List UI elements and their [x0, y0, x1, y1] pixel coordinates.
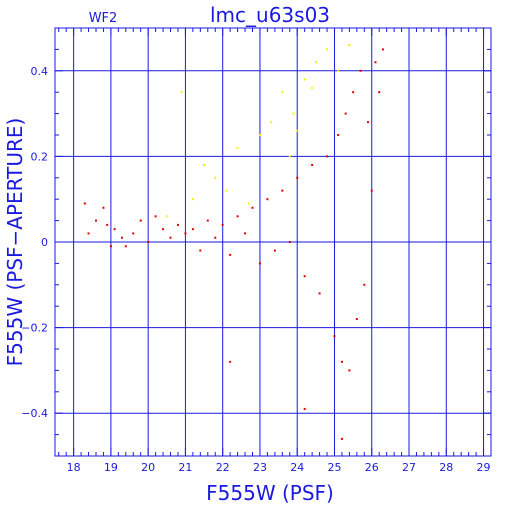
data-point [206, 219, 209, 222]
data-point [191, 228, 194, 231]
y-tick-label: 0.4 [31, 65, 49, 78]
data-point [221, 223, 224, 226]
x-tick-label: 23 [253, 461, 267, 474]
data-point [124, 245, 127, 248]
data-point [311, 163, 314, 166]
data-point [236, 215, 239, 218]
data-point [147, 241, 150, 243]
data-point [214, 176, 217, 179]
data-point [348, 369, 351, 372]
data-point [314, 61, 317, 64]
panel-label: WF2 [89, 11, 118, 26]
data-point [355, 318, 358, 321]
data-point [251, 206, 254, 209]
data-point [288, 241, 291, 243]
data-point [288, 155, 291, 158]
x-tick-label: 19 [104, 461, 118, 474]
data-point [363, 283, 366, 286]
data-point [258, 262, 261, 265]
data-point [281, 91, 284, 94]
data-point [176, 223, 179, 226]
data-point [169, 236, 172, 239]
data-point [344, 112, 347, 115]
data-point [326, 48, 329, 51]
x-tick-label: 27 [402, 461, 416, 474]
data-point [333, 335, 336, 338]
data-point [109, 245, 112, 248]
axis-ticks: 18 19 20 21 22 23 24 25 26 27 28 29 −0.4 −0.2 0 0.2 0.4 [21, 27, 492, 474]
x-tick-label: 28 [439, 461, 453, 474]
x-tick-label: 25 [327, 461, 341, 474]
x-axis-title: F555W (PSF) [206, 481, 334, 505]
data-point [203, 163, 206, 166]
data-point [370, 189, 373, 192]
data-point [258, 134, 261, 136]
data-point [139, 219, 142, 222]
x-tick-label: 20 [141, 461, 155, 474]
data-point [225, 189, 228, 192]
data-point [296, 176, 299, 179]
y-tick-label: −0.4 [21, 407, 48, 420]
data-point [381, 48, 384, 51]
data-point [273, 249, 276, 252]
data-point [113, 228, 116, 231]
data-point [83, 202, 86, 205]
data-point [326, 155, 329, 158]
data-point [374, 61, 377, 64]
data-point [303, 275, 306, 278]
data-point [121, 236, 124, 239]
data-point [359, 69, 362, 72]
data-point [229, 360, 232, 363]
data-point [165, 215, 168, 218]
data-point [296, 129, 299, 132]
data-point [184, 232, 187, 235]
data-point [340, 437, 343, 440]
data-point [378, 91, 381, 94]
y-tick-label: 0 [41, 236, 48, 249]
data-point [311, 86, 314, 89]
data-point [180, 91, 183, 94]
data-point [303, 407, 306, 410]
data-point [266, 198, 269, 201]
x-tick-label: 29 [477, 461, 491, 474]
data-point [318, 292, 321, 295]
chart-title: lmc_u63s03 [210, 3, 330, 27]
data-point [281, 189, 284, 192]
data-points [83, 44, 384, 440]
data-point [102, 206, 105, 209]
data-point [337, 134, 340, 136]
data-point [247, 202, 250, 205]
data-point [292, 112, 295, 115]
data-point [337, 69, 340, 72]
data-point [191, 198, 194, 201]
data-point [199, 249, 202, 252]
x-tick-label: 18 [67, 461, 81, 474]
x-tick-label: 26 [365, 461, 379, 474]
y-axis-title: F555W (PSF−APERTURE) [3, 118, 27, 367]
data-point [244, 232, 247, 235]
data-point [303, 78, 306, 81]
x-tick-label: 24 [290, 461, 304, 474]
data-point [352, 91, 355, 94]
data-point [106, 223, 109, 226]
data-point [154, 215, 157, 218]
data-point [236, 146, 239, 149]
data-point [229, 253, 232, 256]
y-tick-label: −0.2 [21, 322, 48, 335]
data-point [340, 360, 343, 363]
x-tick-label: 22 [216, 461, 230, 474]
data-point [162, 228, 165, 231]
data-point [87, 232, 90, 235]
data-point [348, 44, 351, 47]
y-tick-label: 0.2 [31, 150, 49, 163]
data-point [214, 236, 217, 239]
data-point [132, 232, 135, 235]
data-point [94, 219, 97, 222]
x-tick-label: 21 [178, 461, 192, 474]
data-point [367, 121, 370, 124]
data-point [270, 121, 273, 124]
grid [55, 28, 491, 456]
